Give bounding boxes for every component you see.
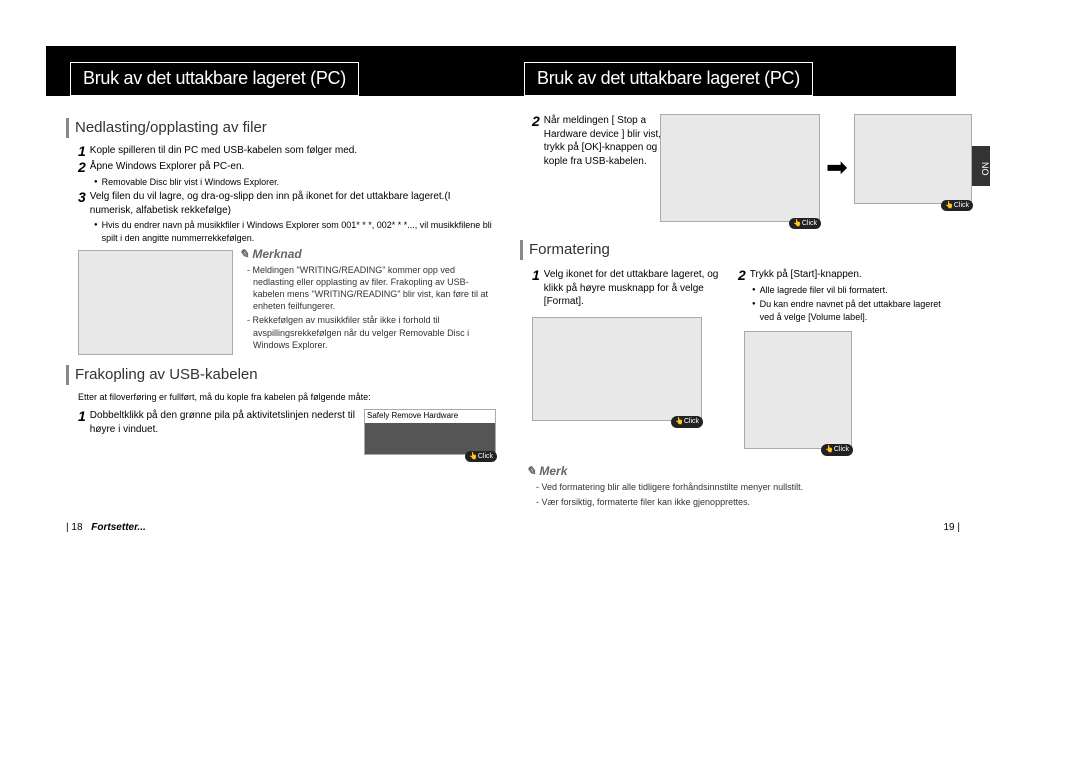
page-number-right: 19 | xyxy=(943,522,960,533)
note-text: - Ved formatering blir alle tidligere fo… xyxy=(536,481,950,493)
click-badge: 👆Click xyxy=(941,200,973,211)
bullet: Alle lagrede filer vil bli formatert. xyxy=(752,284,950,296)
section-heading-format: Formatering xyxy=(520,240,950,260)
screenshot-context-menu: 👆Click xyxy=(532,317,702,421)
section-heading-disconnect: Frakopling av USB-kabelen xyxy=(66,365,496,385)
step-2: 2Åpne Windows Explorer på PC-en. xyxy=(78,160,496,174)
note-text: - Vær forsiktig, formaterte filer kan ik… xyxy=(536,496,950,508)
manual-spread: Bruk av det uttakbare lageret (PC) Bruk … xyxy=(0,0,1080,763)
language-tab: NO xyxy=(972,146,990,186)
note-label: ✎ Merk xyxy=(526,463,950,479)
step-1-format: 1Velg ikonet for det uttakbare lageret, … xyxy=(532,268,730,309)
note-text: - Meldingen "WRITING/READING" kommer opp… xyxy=(247,264,496,313)
click-badge: 👆Click xyxy=(671,416,703,427)
screenshot-tray: Safely Remove Hardware 👆Click xyxy=(364,409,496,455)
tray-tooltip: Safely Remove Hardware xyxy=(365,410,495,423)
page-title-right: Bruk av det uttakbare lageret (PC) xyxy=(524,62,813,96)
left-column: Nedlasting/opplasting av filer 1Kople sp… xyxy=(66,112,496,465)
bullet: Du kan endre navnet på det uttakbare lag… xyxy=(752,298,950,322)
click-badge: 👆Click xyxy=(821,444,853,455)
click-badge: 👆Click xyxy=(789,218,821,229)
bullet: Removable Disc blir vist i Windows Explo… xyxy=(94,176,496,188)
intro-text: Etter at filoverføring er fullført, må d… xyxy=(78,391,496,403)
note-label: ✎ Merknad xyxy=(239,246,496,262)
page-number-left: | 18 Fortsetter... xyxy=(66,522,146,533)
step-3: 3Velg filen du vil lagre, og dra-og-slip… xyxy=(78,190,496,217)
bullet: Hvis du endrer navn på musikkfiler i Win… xyxy=(94,219,496,243)
screenshot-explorer xyxy=(78,250,233,355)
screenshot-confirm-dialog: 👆Click xyxy=(854,114,972,204)
step-2-format: 2Trykk på [Start]-knappen. xyxy=(738,268,950,282)
step-1: 1Kople spilleren til din PC med USB-kabe… xyxy=(78,144,496,158)
screenshot-format-dialog: 👆Click xyxy=(744,331,852,449)
note-text: - Rekkefølgen av musikkfiler står ikke i… xyxy=(247,314,496,350)
right-column: 2Når meldingen [ Stop a Hardware device … xyxy=(520,112,950,510)
step-2-stop: 2Når meldingen [ Stop a Hardware device … xyxy=(532,114,667,168)
page-title-left: Bruk av det uttakbare lageret (PC) xyxy=(70,62,359,96)
step-1-disconnect: 1Dobbeltklikk på den grønne pila på akti… xyxy=(78,409,368,436)
arrow-icon: ➡ xyxy=(826,150,848,185)
screenshot-stop-dialog: 👆Click xyxy=(660,114,820,222)
click-badge: 👆Click xyxy=(465,451,497,462)
section-heading-download: Nedlasting/opplasting av filer xyxy=(66,118,496,138)
